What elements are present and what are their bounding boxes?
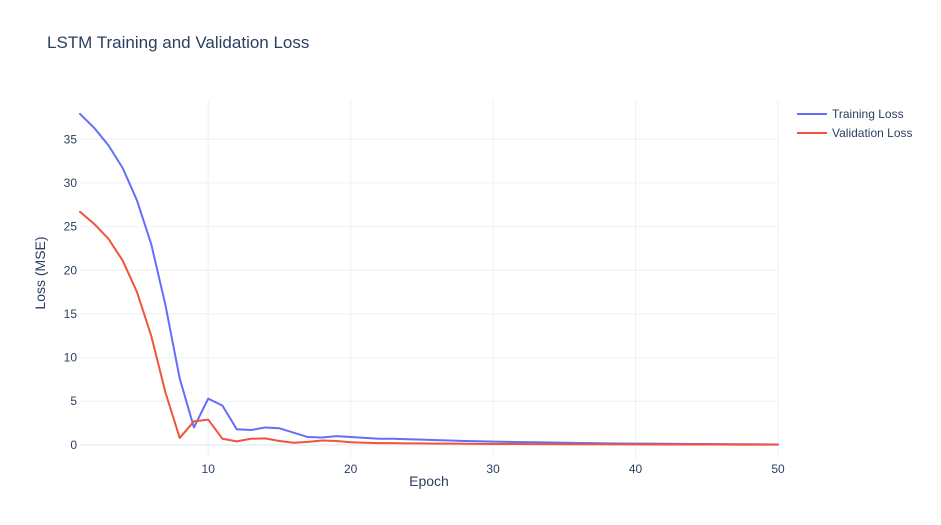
legend-item[interactable]: Training Loss [797, 107, 904, 121]
chart-title: LSTM Training and Validation Loss [47, 33, 310, 52]
y-tick-label: 15 [64, 307, 78, 321]
x-tick-label: 20 [344, 462, 358, 476]
x-tick-label: 50 [771, 462, 785, 476]
grid-lines [80, 100, 779, 458]
x-tick-label: 10 [202, 462, 216, 476]
y-axis-ticks: 0 5 10 15 20 25 30 35 [64, 132, 78, 452]
legend-label: Training Loss [832, 107, 904, 121]
x-axis-title: Epoch [409, 473, 449, 489]
x-tick-label: 30 [486, 462, 500, 476]
legend[interactable]: Training Loss Validation Loss [797, 107, 913, 140]
legend-item[interactable]: Validation Loss [797, 126, 913, 140]
y-tick-label: 25 [64, 220, 78, 234]
series-layer[interactable] [79, 112, 779, 446]
y-tick-label: 0 [70, 438, 77, 452]
legend-label: Validation Loss [832, 126, 913, 140]
y-tick-label: 10 [64, 351, 78, 365]
y-tick-label: 5 [70, 394, 77, 408]
y-tick-label: 20 [64, 263, 78, 277]
y-axis-title: Loss (MSE) [32, 236, 48, 309]
x-tick-label: 40 [629, 462, 643, 476]
y-tick-label: 35 [64, 132, 78, 146]
x-axis-ticks: 10 20 30 40 50 [202, 462, 785, 476]
y-tick-label: 30 [64, 176, 78, 190]
series-line-validation-loss[interactable] [79, 210, 779, 446]
series-line-training-loss[interactable] [79, 112, 779, 446]
